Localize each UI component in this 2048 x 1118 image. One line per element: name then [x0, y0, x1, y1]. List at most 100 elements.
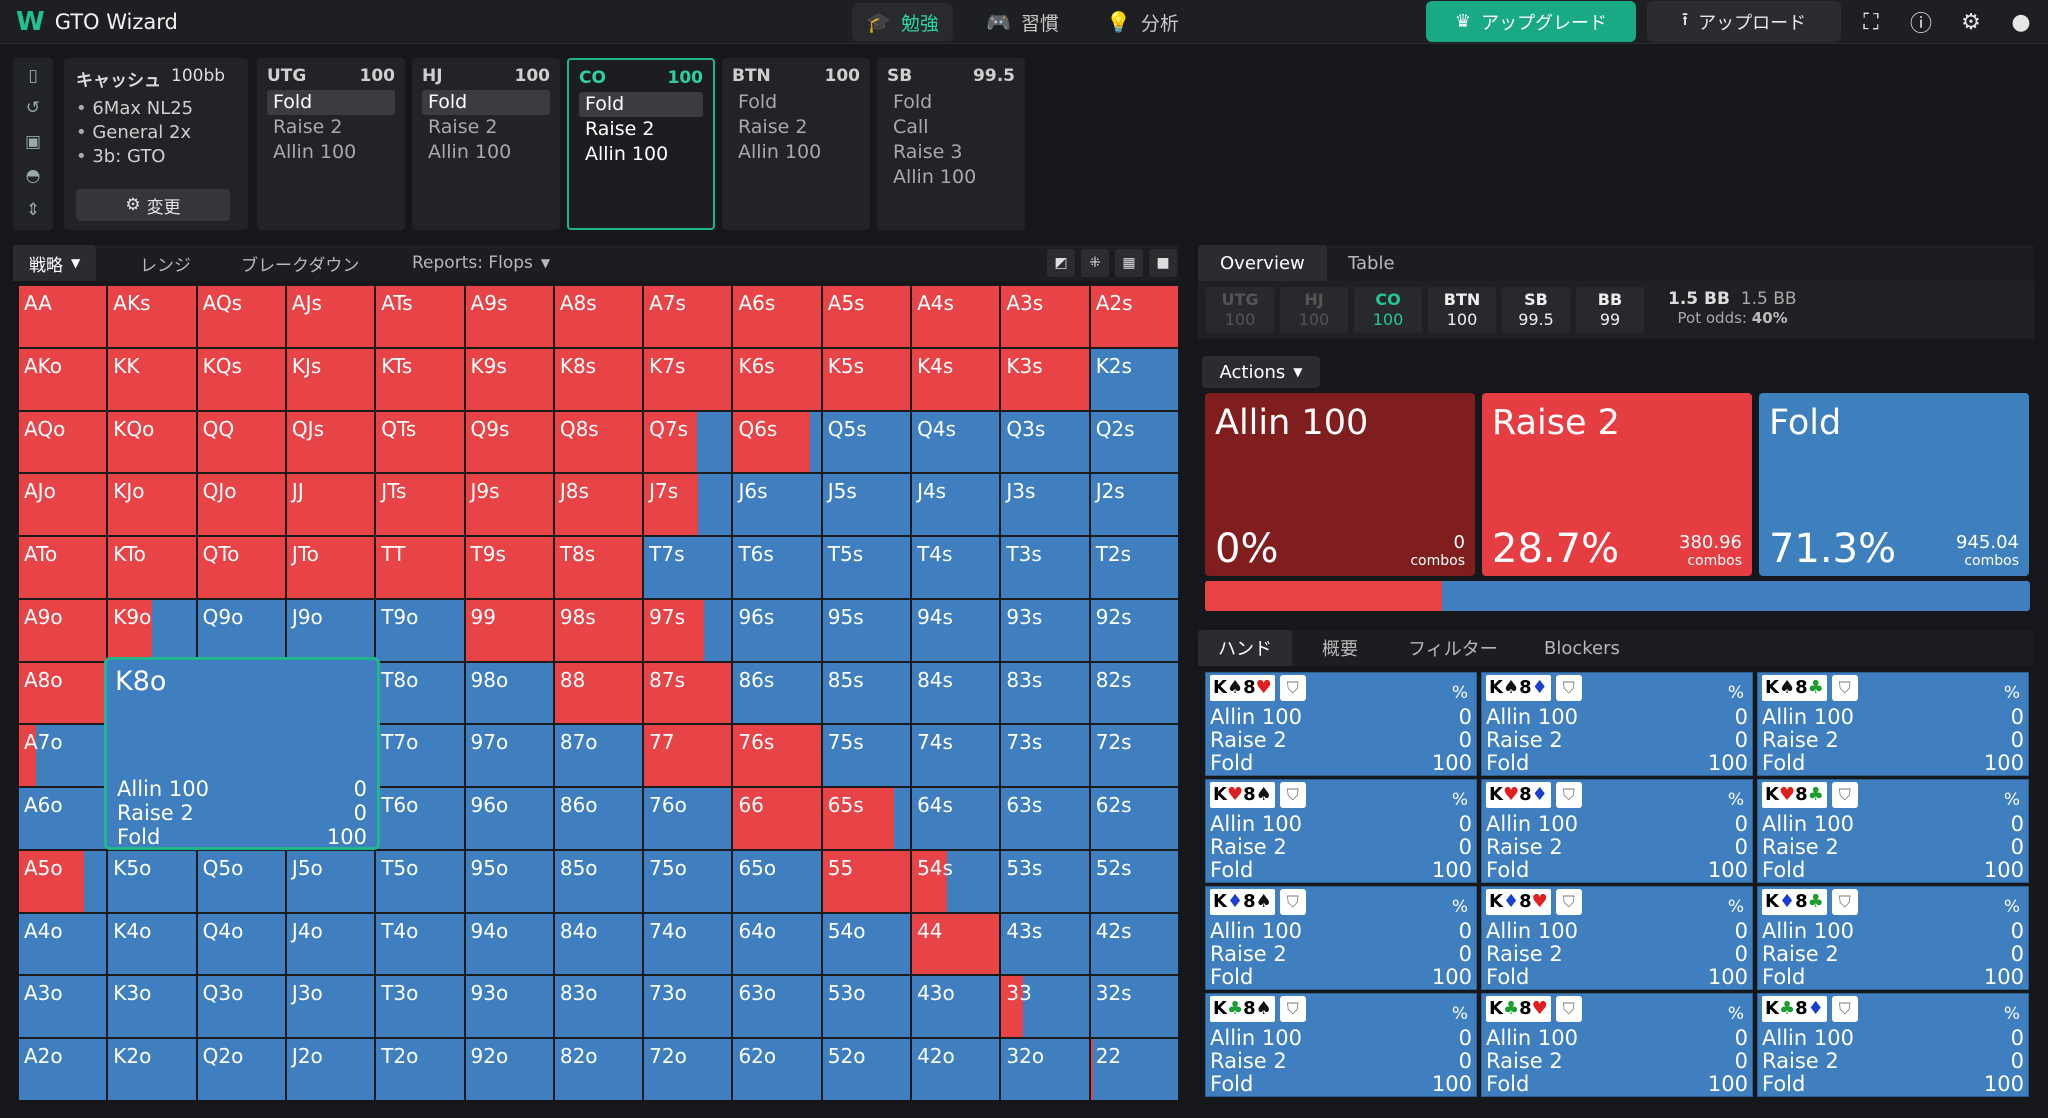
hand-cell[interactable]: J2s	[1089, 473, 1179, 537]
hand-cell[interactable]: 96o	[464, 787, 554, 850]
hand-cell[interactable]: A2o	[18, 1038, 108, 1101]
tab-strategy[interactable]: 戦略 ▼	[13, 245, 97, 281]
hand-cell[interactable]: T5s	[821, 536, 912, 599]
hand-cell[interactable]: 62o	[732, 1038, 822, 1101]
hand-cell[interactable]: T6o	[375, 787, 465, 850]
hand-cell[interactable]: A6o	[18, 787, 108, 850]
position-option[interactable]: Allin 100	[893, 166, 977, 188]
hand-cell[interactable]: T7s	[643, 536, 733, 599]
nav-tab-practice[interactable]: 🎮 習慣	[972, 3, 1073, 41]
hand-cell[interactable]: T6s	[732, 536, 822, 599]
hand-cell[interactable]: 33	[1000, 975, 1090, 1039]
view-full-icon[interactable]: ■	[1149, 249, 1177, 277]
hand-cell[interactable]: 44	[911, 912, 1001, 976]
hand-cell[interactable]: 62s	[1089, 787, 1179, 850]
hand-cell[interactable]: A4o	[18, 912, 108, 976]
hand-cell[interactable]: A2s	[1089, 285, 1179, 348]
position-option[interactable]: Fold	[738, 91, 778, 113]
hand-cell[interactable]: 97s	[643, 598, 733, 662]
change-settings-button[interactable]: ⚙ 変更	[76, 189, 230, 221]
view-split-icon[interactable]: ◩	[1047, 249, 1075, 277]
hand-cell[interactable]: T8s	[553, 536, 644, 599]
hand-cell[interactable]: AA	[18, 285, 108, 348]
hand-cell[interactable]: K6s	[732, 347, 822, 411]
tab-hands[interactable]: ハンド	[1198, 630, 1292, 666]
hand-cell[interactable]: 54o	[821, 912, 912, 976]
hand-cell[interactable]: T3o	[375, 975, 465, 1039]
hand-cell[interactable]: 87o	[553, 724, 644, 788]
hand-cell[interactable]: AQo	[18, 410, 108, 474]
hand-cell[interactable]: A5o	[18, 849, 108, 913]
hand-cell[interactable]: 43o	[911, 975, 1001, 1039]
upload-button[interactable]: ⭱ アップロード	[1647, 1, 1841, 42]
hand-cell[interactable]: ATs	[375, 285, 465, 348]
hand-cell[interactable]: 43s	[1000, 912, 1090, 976]
hand-cell[interactable]: KTs	[375, 347, 465, 411]
hand-cell[interactable]: 63o	[732, 975, 822, 1039]
tab-summary[interactable]: 概要	[1322, 630, 1358, 666]
hand-cell[interactable]: 85o	[553, 849, 644, 913]
position-option[interactable]: Raise 2	[738, 116, 808, 138]
hand-cell[interactable]: 73o	[643, 975, 733, 1039]
tab-ranges[interactable]: レンジ	[140, 245, 191, 281]
hand-cell[interactable]: T9s	[464, 536, 554, 599]
hand-cell[interactable]: Q5o	[196, 849, 286, 913]
position-card-btn[interactable]: BTN 100 Fold Raise 2 Allin 100	[722, 58, 870, 230]
hand-cell[interactable]: 75o	[643, 849, 733, 913]
hand-cell[interactable]: J9o	[285, 598, 376, 662]
hand-cell[interactable]: AQs	[196, 285, 286, 348]
position-option[interactable]: Fold	[893, 91, 933, 113]
position-option[interactable]: Raise 2	[585, 118, 655, 140]
hand-cell[interactable]: 94s	[911, 598, 1001, 662]
hand-cell[interactable]: T4s	[911, 536, 1001, 599]
hand-cell[interactable]: Q9o	[196, 598, 286, 662]
reset-icon[interactable]: ↺	[25, 98, 41, 118]
screenshot-icon[interactable]: ⛶	[1863, 9, 1879, 35]
combo-cell[interactable]: K ♠ 8 ♥ ⛉% Allin 100 0 Raise 2 0 Fold 100	[1205, 672, 1477, 776]
hand-cell[interactable]: 54s	[911, 849, 1001, 913]
hand-cell[interactable]: T5o	[375, 849, 465, 913]
hand-cell[interactable]: 83o	[553, 975, 644, 1039]
hand-cell[interactable]: A7o	[18, 724, 108, 788]
hand-cell[interactable]: Q5s	[821, 410, 912, 474]
hand-cell[interactable]: AJs	[285, 285, 376, 348]
hand-cell[interactable]: J8s	[553, 473, 644, 537]
hand-cell[interactable]: K2s	[1089, 347, 1179, 411]
hand-cell[interactable]: K5s	[821, 347, 912, 411]
hand-cell[interactable]: J3o	[285, 975, 376, 1039]
hand-cell[interactable]: 87s	[643, 661, 733, 725]
hand-cell[interactable]: AKs	[107, 285, 197, 348]
action-box-0[interactable]: Allin 100 0% 0 combos	[1205, 393, 1475, 576]
hand-cell[interactable]: J4o	[285, 912, 376, 976]
position-card-hj[interactable]: HJ 100 Fold Raise 2 Allin 100	[412, 58, 560, 230]
hand-cell[interactable]: T2o	[375, 1038, 465, 1101]
hand-cell[interactable]: JJ	[285, 473, 376, 537]
hand-cell[interactable]: JTo	[285, 536, 376, 599]
combo-cell[interactable]: K ♣ 8 ♦ ⛉% Allin 100 0 Raise 2 0 Fold 100	[1757, 993, 2029, 1097]
hand-cell[interactable]: 86s	[732, 661, 822, 725]
position-card-utg[interactable]: UTG 100 Fold Raise 2 Allin 100	[257, 58, 405, 230]
tab-table[interactable]: Table	[1348, 245, 1395, 281]
hand-cell[interactable]: Q2s	[1089, 410, 1179, 474]
hand-cell[interactable]: A7s	[643, 285, 733, 348]
hand-cell[interactable]: 98s	[553, 598, 644, 662]
hand-cell[interactable]: J9s	[464, 473, 554, 537]
hand-cell[interactable]: 66	[732, 787, 822, 850]
position-option[interactable]: Raise 2	[428, 116, 498, 138]
hand-cell[interactable]: T9o	[375, 598, 465, 662]
hand-cell[interactable]: Q8s	[553, 410, 644, 474]
hand-cell[interactable]: 55	[821, 849, 912, 913]
hand-cell[interactable]: 88	[553, 661, 644, 725]
hand-cell[interactable]: AKo	[18, 347, 108, 411]
bookmark-icon[interactable]: ▯	[28, 66, 38, 86]
hand-cell[interactable]: Q2o	[196, 1038, 286, 1101]
position-card-co[interactable]: CO 100 Fold Raise 2 Allin 100	[567, 58, 715, 230]
hand-cell[interactable]: QJs	[285, 410, 376, 474]
tab-blockers[interactable]: Blockers	[1544, 630, 1620, 666]
hand-cell[interactable]: 94o	[464, 912, 554, 976]
hand-cell[interactable]: 32o	[1000, 1038, 1090, 1101]
hand-cell[interactable]: KJo	[107, 473, 197, 537]
position-option[interactable]: Allin 100	[428, 141, 512, 163]
hand-cell[interactable]: 74s	[911, 724, 1001, 788]
hand-cell[interactable]: 65o	[732, 849, 822, 913]
